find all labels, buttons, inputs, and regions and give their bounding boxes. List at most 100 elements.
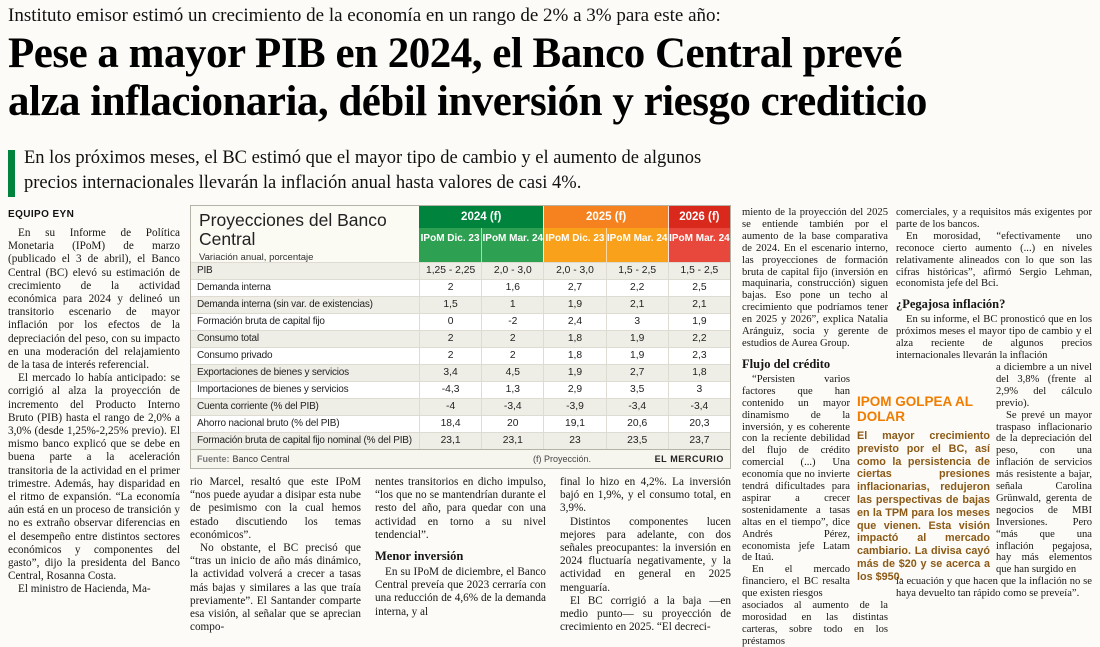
table-cell: 2,7 <box>605 365 668 381</box>
paragraph: comerciales, y a requisitos más exigente… <box>896 207 1092 230</box>
table-row: Exportaciones de bienes y servicios 3,4 … <box>191 364 730 381</box>
table-cell: 3 <box>605 314 668 330</box>
table-cell: 23,1 <box>481 433 543 449</box>
table-source-label: Fuente: <box>197 454 230 464</box>
paragraph: miento de la proyección del 2025 se enti… <box>742 207 888 349</box>
paragraph: El BC corrigió a la baja —en medio punto… <box>560 594 731 634</box>
table-cell: 2,3 <box>667 348 730 364</box>
table-cell: -4,3 <box>419 382 481 398</box>
table-cell: 1,9 <box>605 331 668 347</box>
table-cell: 2 <box>419 348 481 364</box>
table-row-label: Consumo privado <box>197 350 273 361</box>
table-row-label: Ahorro nacional bruto (% del PIB) <box>197 418 340 429</box>
table-cell: 2 <box>419 331 481 347</box>
table-cell: 18,4 <box>419 416 481 432</box>
paragraph: “Persisten varios factores que han conte… <box>742 373 850 564</box>
table-cell: -3,4 <box>667 399 730 415</box>
table-subcol-2025-mar24: IPoM Mar. 24 <box>605 228 668 262</box>
deck: En los próximos meses, el BC estimó que … <box>24 148 702 193</box>
table-subtitle: Variación anual, porcentaje <box>199 252 314 263</box>
table-cell: 1 <box>481 297 543 313</box>
table-cell: 2,0 - 3,0 <box>543 263 605 279</box>
table-subcol-2025-dic23: IPoM Dic. 23 <box>543 228 606 262</box>
table-cell: -3,9 <box>543 399 605 415</box>
headline: Pese a mayor PIB en 2024, el Banco Centr… <box>8 30 1094 126</box>
table-cell: -3,4 <box>605 399 668 415</box>
paragraph: En morosidad, “efectivamente uno reconoc… <box>896 230 1092 290</box>
table-row: Cuenta corriente (% del PIB) -4 -3,4 -3,… <box>191 398 730 415</box>
table-subcol-2024-mar24: IPoM Mar. 24 <box>481 228 544 262</box>
projections-table: Proyecciones del Banco Central Variación… <box>190 205 731 469</box>
table-group-2026: 2026 (f) <box>667 206 730 228</box>
subhead-pegajosa-inflacion: ¿Pegajosa inflación? <box>896 297 1006 312</box>
paragraph: Se prevé un mayor traspaso inflacionario… <box>996 409 1092 576</box>
paragraph: a diciembre a un nivel del 3,8% (frente … <box>996 361 1092 409</box>
paragraph: asociados al aumento de la morosidad en … <box>742 600 888 647</box>
table-cell: 2,2 <box>667 331 730 347</box>
byline: EQUIPO EYN <box>8 209 75 220</box>
table-cell: 1,8 <box>543 348 605 364</box>
table-row-label: Cuenta corriente (% del PIB) <box>197 401 319 412</box>
table-row: Consumo total 2 2 1,8 1,9 2,2 <box>191 330 730 347</box>
table-cell: 2,0 - 3,0 <box>481 263 543 279</box>
table-cell: 19,1 <box>543 416 605 432</box>
table-header: Proyecciones del Banco Central Variación… <box>191 206 730 263</box>
paragraph: En su Informe de Política Monetaria (IPo… <box>8 227 180 372</box>
paragraph: En su IPoM de diciembre, el Banco Centra… <box>375 566 546 618</box>
table-cell: 1,5 <box>419 297 481 313</box>
table-cell: 23,1 <box>419 433 481 449</box>
paragraph: rio Marcel, resaltó que este IPoM “nos p… <box>190 476 361 541</box>
table-row: Demanda interna (sin var. de existencias… <box>191 296 730 313</box>
table-cell: 1,3 <box>481 382 543 398</box>
table-cell: 2 <box>481 348 543 364</box>
table-cell: -4 <box>419 399 481 415</box>
headline-line-2: alza inflacionaria, débil inversión y ri… <box>8 78 927 125</box>
body-column-2: rio Marcel, resaltó que este IPoM “nos p… <box>190 476 361 647</box>
table-row-label: Formación bruta de capital fijo <box>197 316 325 327</box>
table-cell: -2 <box>481 314 543 330</box>
table-cell: 23,7 <box>667 433 730 449</box>
paragraph: nentes transitorios en dicho impulso, “l… <box>375 476 546 541</box>
table-cell: 2,5 <box>667 280 730 296</box>
paragraph: Distintos componentes lucen mejores para… <box>560 515 731 594</box>
table-row-label: Exportaciones de bienes y servicios <box>197 367 349 378</box>
table-cell: 1,5 - 2,5 <box>667 263 730 279</box>
table-cell: 1,6 <box>481 280 543 296</box>
table-cell: 3 <box>667 382 730 398</box>
table-note: (f) Proyección. <box>533 454 592 464</box>
body-column-1: En su Informe de Política Monetaria (IPo… <box>8 227 180 647</box>
table-subcol-2024-dic23: IPoM Dic. 23 <box>419 228 482 262</box>
paragraph: la ecuación y que hacen que la inflación… <box>896 576 1092 600</box>
table-cell: 20,6 <box>605 416 668 432</box>
table-cell: 2 <box>419 280 481 296</box>
table-cell: 2,4 <box>543 314 605 330</box>
table-row: Formación bruta de capital fijo 0 -2 2,4… <box>191 313 730 330</box>
subhead-menor-inversion: Menor inversión <box>375 549 464 564</box>
table-cell: 20 <box>481 416 543 432</box>
table-row: Consumo privado 2 2 1,8 1,9 2,3 <box>191 347 730 364</box>
table-cell: 1,5 - 2,5 <box>605 263 668 279</box>
body-column-4: final lo hizo en 4,2%. La inversión bajó… <box>560 476 731 647</box>
table-row-label: Formación bruta de capital fijo nominal … <box>197 435 412 446</box>
table-row: Formación bruta de capital fijo nominal … <box>191 432 730 449</box>
table-cell: 1,9 <box>667 314 730 330</box>
table-cell: 1,9 <box>605 348 668 364</box>
table-title: Proyecciones del Banco Central <box>199 210 387 249</box>
table-cell: 2,9 <box>543 382 605 398</box>
table-cell: 2 <box>481 331 543 347</box>
table-cell: 23 <box>543 433 605 449</box>
body-column-6: comerciales, y a requisitos más exigente… <box>896 207 1092 647</box>
table-row-label: Importaciones de bienes y servicios <box>197 384 349 395</box>
subhead-flujo-del-credito: Flujo del crédito <box>742 356 831 371</box>
table-cell: 1,8 <box>543 331 605 347</box>
kicker: Instituto emisor estimó un crecimiento d… <box>8 5 721 26</box>
table-row: Importaciones de bienes y servicios -4,3… <box>191 381 730 398</box>
table-group-2024: 2024 (f) <box>419 206 544 228</box>
table-credit: EL MERCURIO <box>654 454 724 464</box>
table-cell: 2,2 <box>605 280 668 296</box>
table-row: PIB 1,25 - 2,25 2,0 - 3,0 2,0 - 3,0 1,5 … <box>191 262 730 279</box>
table-row: Demanda interna 2 1,6 2,7 2,2 2,5 <box>191 279 730 296</box>
table-source: Fuente: Banco Central <box>197 454 533 464</box>
column-6-narrow-wrap: a diciembre a un nivel del 3,8% (frente … <box>996 362 1092 576</box>
